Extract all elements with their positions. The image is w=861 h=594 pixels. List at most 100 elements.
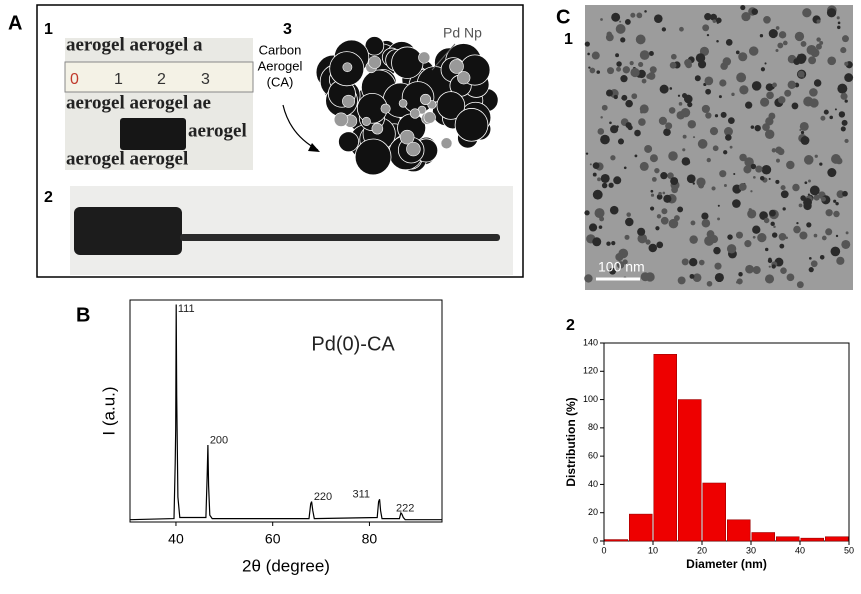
xrd-line: [129, 304, 442, 521]
nanoparticle: [616, 66, 622, 72]
nanoparticle: [682, 148, 686, 152]
nanoparticle: [623, 166, 627, 170]
nanoparticle: [745, 264, 754, 274]
pd-particle: [380, 103, 391, 114]
nanoparticle: [700, 178, 703, 181]
nanoparticle: [619, 20, 622, 23]
nanoparticle: [800, 130, 805, 135]
aerogel-diagram: [315, 36, 499, 176]
electrode-rod: [180, 234, 500, 241]
nanoparticle: [598, 225, 603, 229]
nanoparticle: [736, 278, 743, 285]
nanoparticle: [778, 31, 787, 39]
nanoparticle: [692, 136, 696, 139]
nanoparticle: [837, 21, 841, 25]
nanoparticle: [844, 73, 854, 83]
nanoparticle: [771, 148, 776, 153]
nanoparticle: [765, 247, 769, 252]
nanoparticle: [698, 259, 705, 266]
nanoparticle: [620, 75, 628, 83]
nanoparticle: [778, 232, 787, 241]
nanoparticle: [592, 237, 602, 247]
nanoparticle: [779, 243, 785, 249]
nanoparticle: [706, 157, 711, 163]
nanoparticle: [689, 273, 695, 279]
plot-frame: [129, 299, 443, 523]
nanoparticle: [587, 52, 590, 56]
nanoparticle: [837, 83, 848, 94]
nanoparticle: [630, 67, 640, 78]
nanoparticle: [780, 185, 786, 191]
nanoparticle: [777, 42, 784, 49]
nanoparticle: [755, 165, 763, 173]
nanoparticle: [767, 258, 773, 264]
nanoparticle: [680, 107, 691, 118]
nanoparticle: [660, 172, 668, 180]
nanoparticle: [835, 234, 839, 238]
nanoparticle: [615, 24, 626, 34]
nanoparticle: [689, 258, 698, 267]
nanoparticle: [741, 12, 751, 22]
nanoparticle: [655, 226, 660, 231]
ruler-number: 1: [114, 71, 123, 88]
nanoparticle: [754, 124, 761, 132]
nanoparticle: [624, 234, 630, 240]
nanoparticle: [592, 189, 603, 200]
nanoparticle: [785, 236, 788, 240]
diagram-label: Carbon: [259, 42, 302, 57]
nanoparticle: [645, 239, 651, 245]
nanoparticle: [709, 127, 719, 136]
nanoparticle: [842, 190, 848, 197]
x-tick-label: 10: [648, 545, 658, 555]
pd-particle: [368, 55, 382, 69]
nanoparticle: [796, 222, 799, 225]
y-tick-label: 120: [583, 366, 598, 376]
nanoparticle: [697, 139, 708, 149]
nanoparticle: [629, 61, 634, 66]
nanoparticle: [638, 118, 646, 126]
nanoparticle: [802, 75, 805, 78]
sub-label: 1: [44, 21, 53, 38]
nanoparticle: [609, 267, 617, 275]
ruler-number: 2: [157, 71, 166, 88]
nanoparticle: [760, 97, 770, 107]
nanoparticle: [589, 67, 596, 74]
nanoparticle: [616, 261, 625, 269]
nanoparticle: [791, 102, 799, 110]
nanoparticle: [750, 125, 755, 129]
nanoparticle: [829, 115, 834, 120]
nanoparticle: [597, 128, 605, 135]
nanoparticle: [723, 184, 727, 187]
nanoparticle: [714, 262, 722, 270]
nanoparticle: [735, 231, 743, 239]
scale-bar-label: 100 nm: [598, 259, 645, 275]
nanoparticle: [608, 182, 614, 188]
annotation: 220: [314, 491, 332, 503]
nanoparticle: [743, 165, 752, 174]
nanoparticle: [702, 24, 710, 32]
nanoparticle: [648, 51, 654, 56]
aerogel-piece: [120, 118, 186, 150]
carbon-particle: [436, 91, 466, 120]
x-tick-label: 40: [795, 545, 805, 555]
nanoparticle: [836, 256, 845, 265]
nanoparticle: [625, 217, 634, 227]
nanoparticle: [624, 19, 631, 25]
photo-text: aerogel: [188, 120, 247, 141]
nanoparticle: [650, 193, 655, 197]
nanoparticle: [842, 35, 849, 43]
nanoparticle: [759, 211, 768, 220]
bar: [604, 539, 628, 542]
nanoparticle: [678, 102, 683, 106]
nanoparticle: [723, 127, 733, 136]
y-tick-label: 40: [588, 479, 598, 489]
nanoparticle: [717, 204, 720, 207]
panel-a-frame: [36, 4, 524, 278]
nanoparticle: [711, 186, 716, 191]
y-tick-label: 80: [588, 422, 598, 432]
y-axis-label: Distribution (%): [564, 397, 578, 486]
pd-particle: [333, 112, 349, 127]
x-tick-label: 50: [844, 545, 854, 555]
nanoparticle: [701, 212, 709, 220]
